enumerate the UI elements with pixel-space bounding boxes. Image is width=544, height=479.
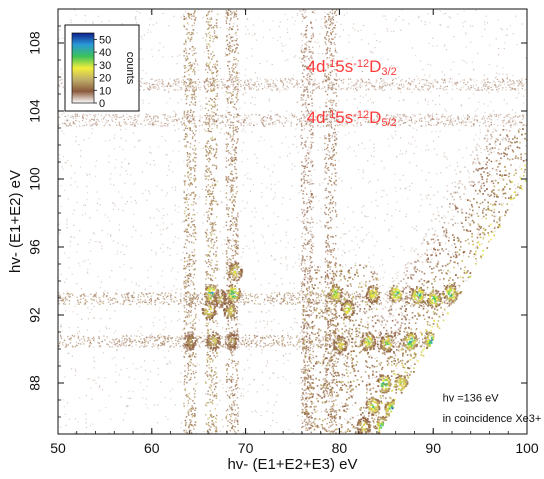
hotspot-24 [394,374,409,394]
x-tick-label-90: 90 [425,440,441,456]
plot-frame [57,8,528,435]
colorbar-tick-30: 30 [99,60,111,72]
row-0 [58,334,435,348]
colorbar-bar [71,32,95,104]
hotspot-18 [361,331,377,351]
x-tick-label-60: 60 [144,440,160,456]
band-1 [204,10,219,434]
colorbar-gradient [71,32,95,104]
hotspot-30 [356,416,371,434]
hotspot-26 [384,399,396,417]
hotspot-15 [443,284,459,304]
y-tick-label-92: 92 [27,307,43,323]
hotspot-5 [228,261,244,282]
colorbar-label: counts [124,52,136,85]
y-tick-label-104: 104 [27,99,43,123]
hotspot-23 [377,374,392,394]
hotspot-9 [329,283,343,304]
hotspot-14 [426,289,442,308]
hotspot-11 [365,285,381,304]
hotspot-13 [410,286,426,305]
colorbar-tick-20: 20 [99,73,111,85]
y-tick-label-108: 108 [27,31,43,55]
state-label-0: 4d-15s-12D3/2 [307,57,397,78]
y-tick-label-88: 88 [27,375,43,391]
note-0: hv =136 eV [443,393,500,405]
x-tick-label-50: 50 [50,440,66,456]
hotspot-28 [374,416,388,434]
heatmap-image [58,9,527,434]
y-tick-label-96: 96 [27,239,43,255]
band-2 [225,9,239,434]
row-2 [58,113,527,127]
colorbar-tick-50: 50 [99,34,111,46]
note-1: in coincidence Xe3+ [443,413,542,425]
y-axis-label: hv- (E1+E2) eV [7,170,24,273]
band-0 [183,10,197,434]
hotspot-12 [388,284,404,303]
hotspot-4 [212,289,228,309]
hotspot-10 [340,299,355,319]
hotspot-2 [201,300,217,321]
colorbar-tick-0: 0 [99,98,105,110]
hotspot-25 [365,396,381,417]
x-tick-label-100: 100 [515,440,539,456]
hotspot-17 [333,335,348,355]
hotspot-20 [402,332,418,352]
hotspot-7 [206,331,221,351]
x-tick-label-70: 70 [238,440,254,456]
hotspot-16 [459,291,463,295]
state-label-1: 4d-15s-12D5/2 [307,108,397,129]
colorbar-tick-10: 10 [99,85,111,97]
diagonal-region [301,128,527,434]
colorbar-tick-40: 40 [99,47,111,59]
hotspot-19 [379,333,395,353]
hotspot-8 [224,332,240,351]
hotspot-21 [424,331,435,349]
hotspot-6 [184,331,198,352]
x-tick-label-80: 80 [332,440,348,456]
hotspot-1 [226,283,241,303]
axes: 50 60 70 80 90 100 88 92 96 100 104 108 [27,8,539,456]
annotations: 4d-15s-12D3/2 4d-15s-12D5/2 hv =136 eV in c… [307,57,542,425]
x-axis-label: hv- (E1+E2+E3) eV [227,456,357,473]
hotspots [184,261,463,434]
y-tick-label-100: 100 [27,167,43,191]
band-3 [300,9,315,434]
hotspot-3 [223,301,238,319]
